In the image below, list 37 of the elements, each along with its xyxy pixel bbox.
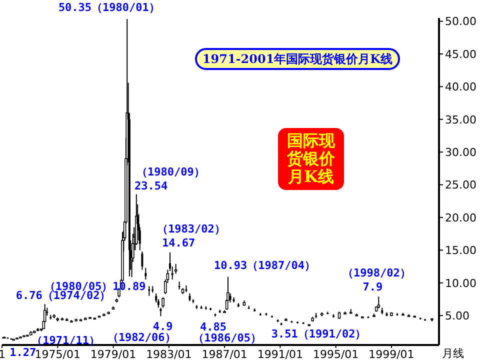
y-tick-label: 45.00 — [445, 48, 476, 61]
annotation: （1983/02） 14.67 — [157, 222, 226, 250]
x-axis-title: 月线 — [442, 346, 464, 360]
annotation: 4.85 （1986/05） — [193, 320, 262, 345]
x-tick-label: 1975/01 — [34, 348, 80, 360]
candlestick — [178, 281, 180, 290]
candlestick — [162, 296, 164, 308]
x-tick-label: 1995/01 — [312, 348, 359, 360]
annotation: 1.27 — [10, 346, 36, 359]
y-tick-label: 10.00 — [445, 276, 476, 290]
annotation: （1971/11） — [32, 334, 100, 347]
candlestick — [377, 296, 380, 309]
annotation: 4.9 （1982/06） — [107, 320, 176, 344]
y-tick-label: 15.00 — [445, 244, 476, 258]
y-tick-label: 50.00 — [445, 15, 476, 28]
annotation: （1998/02） 7.9 — [342, 266, 411, 294]
y-tick-label: 30.00 — [445, 146, 476, 159]
y-tick-label: 20.00 — [445, 211, 476, 224]
annotation: 10.93（1987/04） — [214, 258, 316, 272]
text: 国际现货银价月K线 — [287, 131, 335, 186]
y-tick-label: 35.00 — [445, 113, 476, 126]
annotation: （1980/09） 23.54 — [134, 165, 205, 192]
text: 1971-2001年国际现货银价月K线 — [195, 48, 400, 70]
y-tick-label: 25.00 — [445, 178, 476, 192]
candlestick — [144, 267, 147, 280]
x-tick-label: 1991/01 — [257, 348, 304, 360]
candlestick — [141, 250, 144, 270]
annotation: 3.51（1991/02） — [271, 327, 366, 340]
x-tick-label: 1979/01 — [90, 348, 136, 360]
y-tick-label: 5.00 — [445, 309, 470, 322]
x-tick-label: 1999/01 — [368, 348, 414, 360]
x-tick-label: 1 — [0, 348, 6, 360]
candlestick — [229, 292, 232, 303]
x-tick-label: 1983/01 — [146, 348, 192, 360]
x-tick-label: 1987/01 — [202, 348, 248, 360]
annotation: 50.35（1980/01） — [58, 0, 160, 14]
y-tick-label: 40.00 — [445, 80, 476, 94]
